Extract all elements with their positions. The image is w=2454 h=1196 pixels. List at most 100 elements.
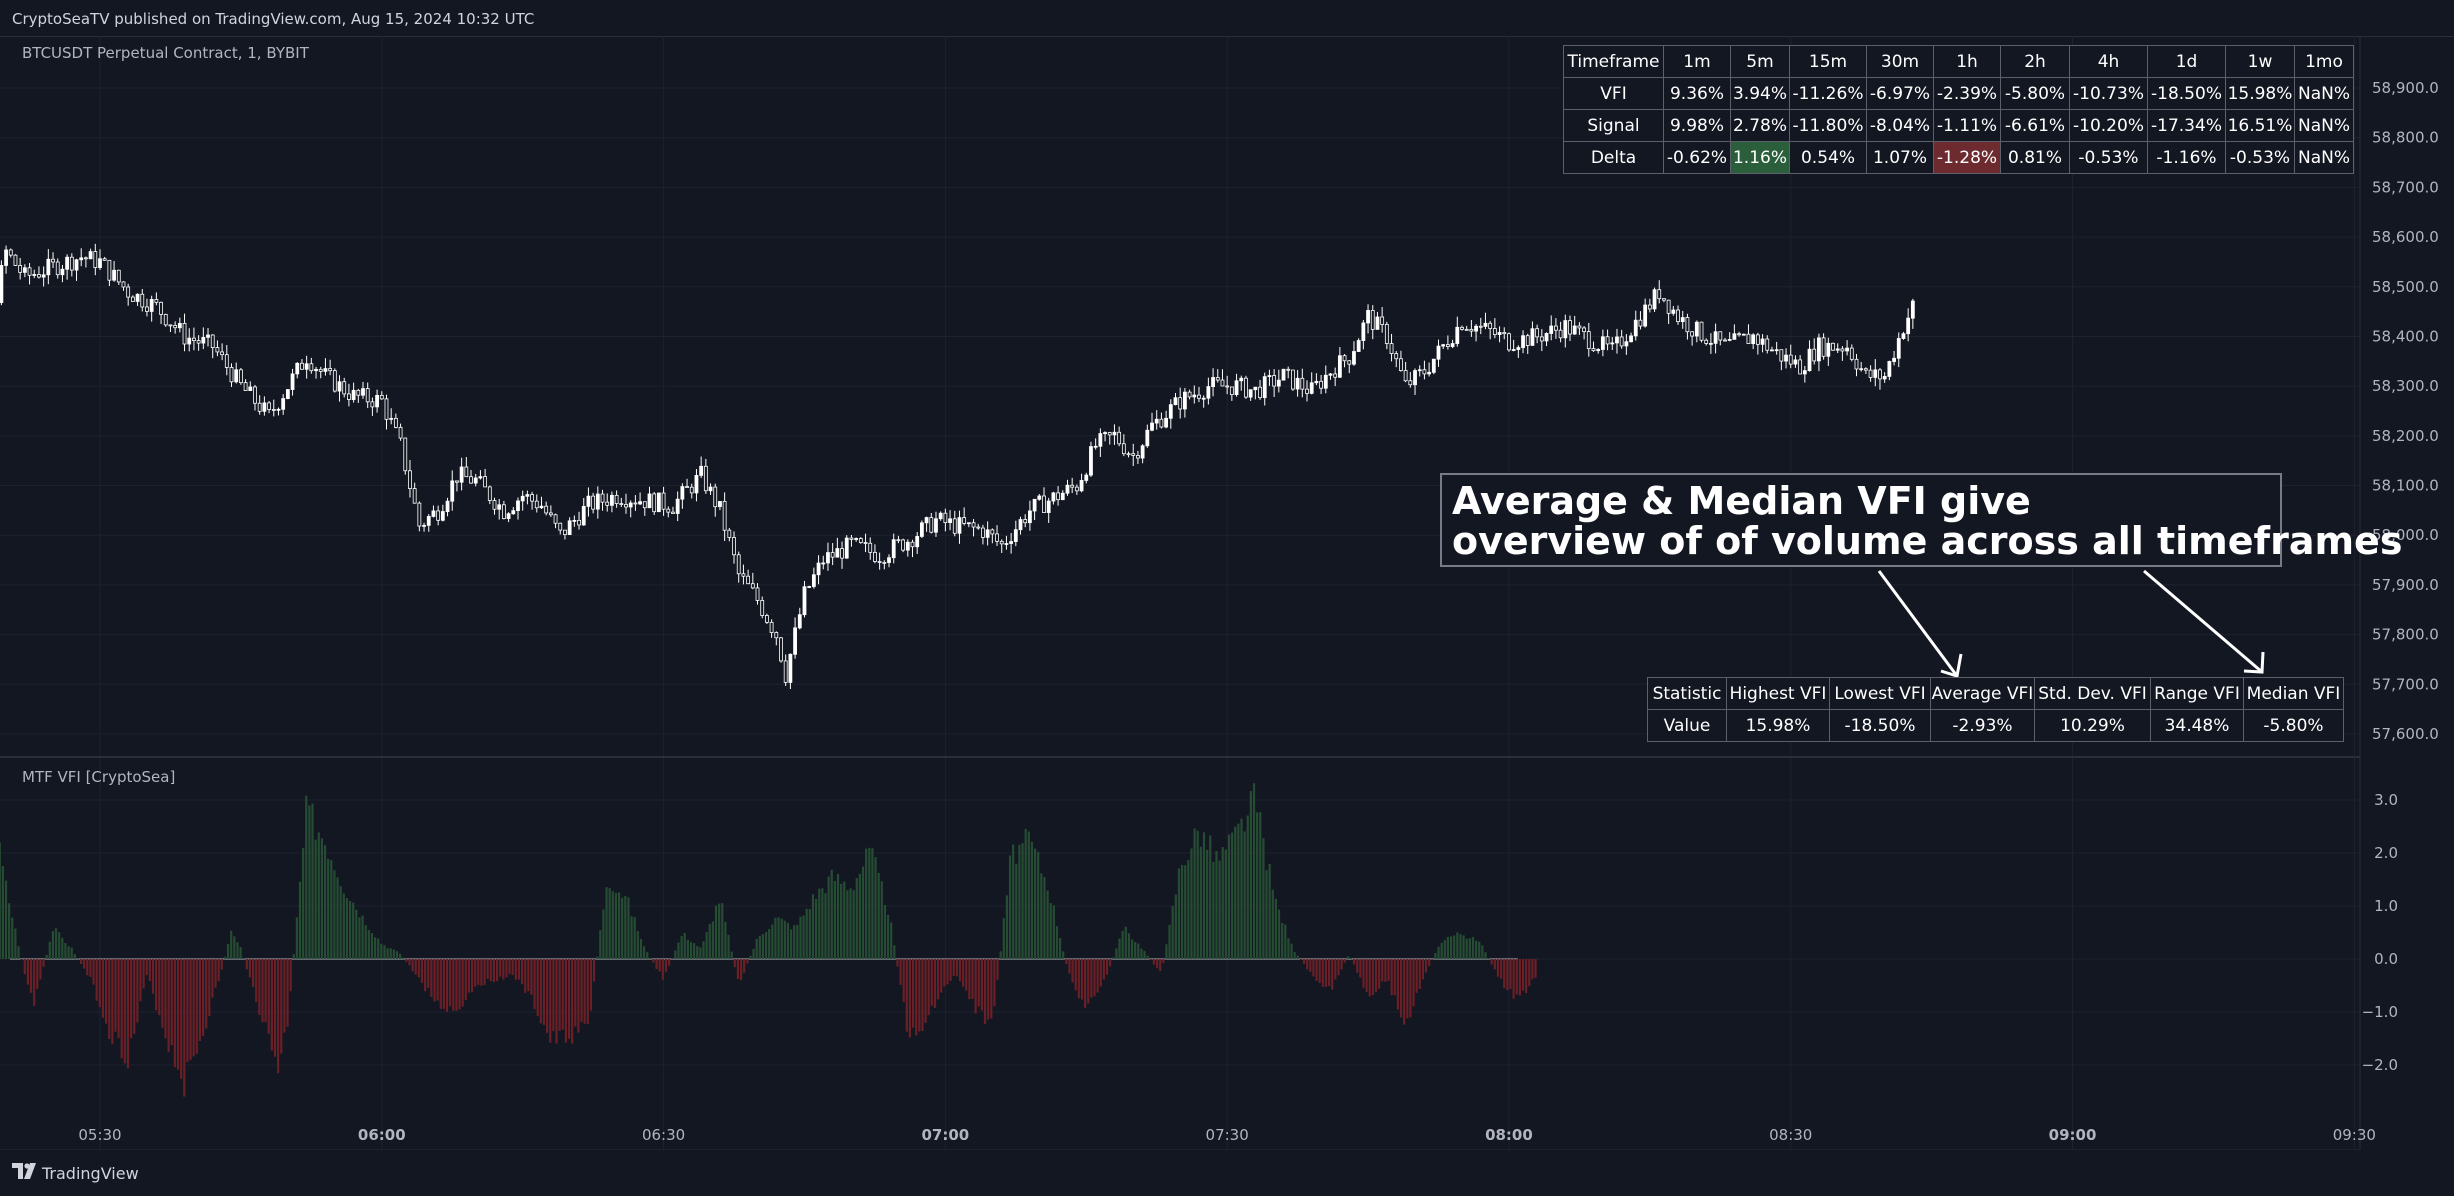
- candle-body: [1483, 322, 1488, 327]
- candle-body: [1107, 432, 1112, 436]
- stat-header-cell: Range VFI: [2150, 677, 2244, 710]
- candle-body: [1554, 325, 1558, 331]
- candle-body: [1032, 498, 1037, 512]
- candle-body: [271, 409, 276, 411]
- candle-body: [1746, 333, 1751, 345]
- candle-body: [948, 518, 952, 524]
- candle-body: [586, 495, 591, 507]
- tf-cell: NaN%: [2294, 109, 2354, 142]
- candle-body: [802, 586, 807, 616]
- candle-body: [1901, 333, 1906, 339]
- candle-body: [1150, 422, 1154, 431]
- vfi-histogram: [0, 783, 1537, 1097]
- candle-body: [290, 373, 295, 390]
- time-tick-label: 06:30: [642, 1126, 685, 1144]
- candle-body: [112, 269, 116, 281]
- candle-body: [1441, 344, 1446, 347]
- candle-body: [1060, 492, 1065, 501]
- candle-body: [708, 486, 713, 492]
- candle-body: [196, 340, 201, 344]
- candle-body: [1694, 321, 1699, 337]
- candle-body: [0, 265, 4, 303]
- candle-body: [1305, 388, 1309, 394]
- candle-body: [182, 323, 187, 345]
- candle-body: [1220, 379, 1225, 387]
- candle-body: [1577, 325, 1582, 329]
- candle-body: [173, 325, 178, 329]
- tf-cell: 0.81%: [2000, 141, 2070, 174]
- candle-body: [356, 389, 361, 396]
- candle-body: [1455, 326, 1460, 344]
- candle-body: [145, 306, 149, 312]
- candle-body: [1821, 337, 1826, 357]
- candle-body: [126, 286, 131, 298]
- tf-cell: -1.16%: [2147, 141, 2226, 174]
- candle-body: [1563, 320, 1568, 339]
- candle-body: [1478, 325, 1483, 328]
- candle-body: [577, 519, 581, 526]
- candle-body: [459, 466, 464, 483]
- candle-body: [1380, 316, 1385, 325]
- candle-body: [323, 368, 328, 372]
- candle-body: [403, 437, 408, 472]
- candle-body: [699, 465, 704, 476]
- candle-body: [426, 516, 431, 526]
- candle-body: [520, 495, 525, 502]
- tradingview-brand[interactable]: TradingView: [42, 1164, 139, 1183]
- candle-body: [464, 466, 469, 478]
- candle-body: [769, 621, 774, 633]
- candle-body: [1276, 379, 1281, 387]
- candle-body: [1013, 529, 1018, 542]
- candle-body: [1812, 348, 1817, 362]
- tf-header-cell: 1d: [2147, 45, 2226, 78]
- chart-area[interactable]: 58,900.0 58,800.0 58,700.0 58,600.0 58,500.0…: [0, 36, 2454, 1150]
- candle-body: [74, 259, 79, 271]
- tf-row-delta: Delta -0.62% 1.16% 0.54% 1.07% -1.28% 0.…: [1563, 141, 2354, 174]
- candle-body: [1023, 519, 1028, 524]
- candle-body: [797, 614, 802, 629]
- candle-body: [1314, 380, 1319, 384]
- tf-header-cell: 15m: [1789, 45, 1867, 78]
- candle-body: [1737, 333, 1741, 336]
- candle-body: [393, 417, 398, 428]
- candle-body: [863, 542, 868, 544]
- stat-value-row: Value 15.98% -18.50% -2.93% 10.29% 34.48…: [1647, 709, 2344, 742]
- candle-body: [713, 486, 718, 508]
- candle-body: [1197, 394, 1201, 399]
- candle-body: [1892, 357, 1896, 362]
- candle-body: [990, 529, 995, 535]
- stat-cell: 34.48%: [2150, 709, 2244, 742]
- candle-body: [1239, 377, 1244, 382]
- candle-body: [478, 476, 483, 479]
- candle-body: [1793, 359, 1798, 365]
- candle-body: [511, 510, 516, 515]
- price-tick-label: 57,700.0: [2372, 675, 2439, 693]
- tf-cell: -18.50%: [2147, 77, 2226, 110]
- tf-cell: -0.53%: [2069, 141, 2148, 174]
- candle-body: [1751, 334, 1756, 345]
- candle-body: [548, 512, 553, 516]
- candle-body: [1253, 386, 1258, 391]
- candle-body: [116, 269, 121, 283]
- candle-body: [919, 522, 924, 537]
- candle-body: [37, 274, 41, 278]
- candle-body: [1784, 354, 1788, 362]
- candle-body: [1676, 309, 1680, 323]
- candle-body: [41, 274, 46, 278]
- main-chart-title: BTCUSDT Perpetual Contract, 1, BYBIT: [22, 44, 310, 62]
- candle-body: [1549, 325, 1554, 334]
- candle-body: [332, 370, 337, 392]
- candle-body: [1516, 347, 1521, 350]
- candle-body: [938, 512, 943, 520]
- candle-body: [1051, 492, 1056, 502]
- tf-cell: VFI: [1563, 77, 1664, 110]
- tradingview-logo-icon[interactable]: [12, 1162, 38, 1180]
- candle-body: [1591, 348, 1596, 352]
- candle-body: [1450, 343, 1455, 347]
- candle-body: [98, 258, 102, 268]
- candle-body: [680, 486, 685, 500]
- candle-body: [1370, 310, 1375, 330]
- candle-body: [1389, 343, 1394, 355]
- candle-body: [835, 548, 840, 558]
- tf-cell: 9.98%: [1663, 109, 1731, 142]
